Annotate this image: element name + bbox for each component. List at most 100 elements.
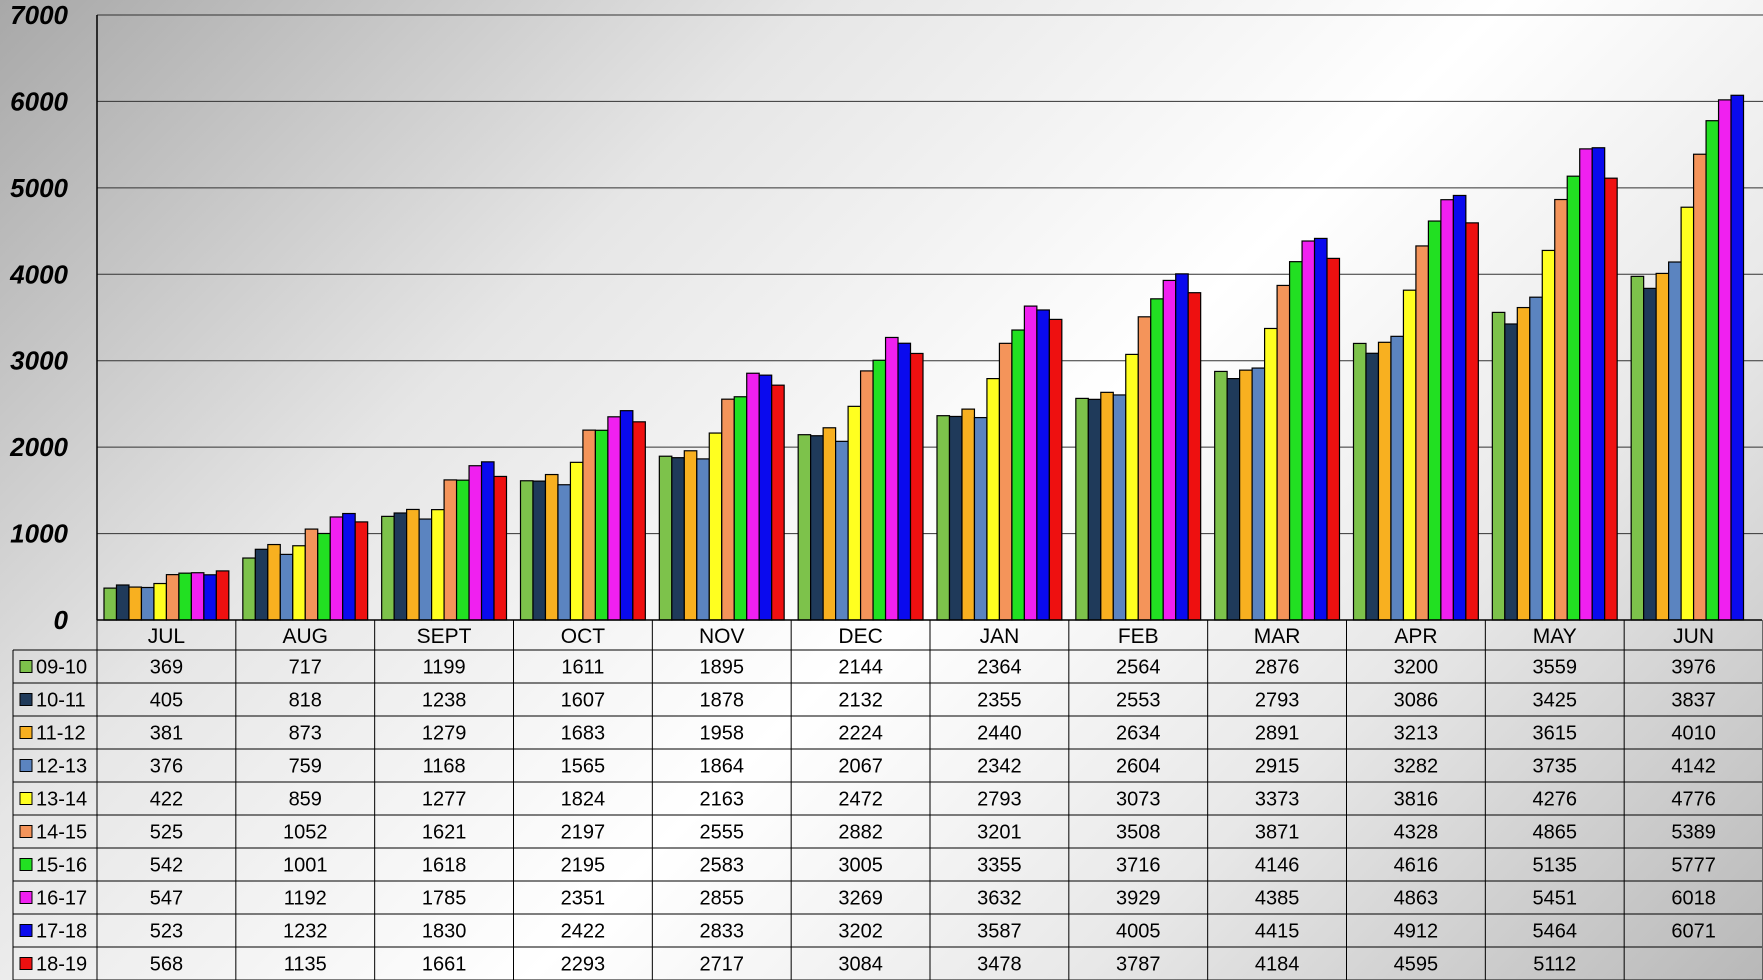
bar-16-17-JAN xyxy=(1023,305,1038,621)
table-cell-value: 3615 xyxy=(1533,723,1578,745)
table-cell-value: 523 xyxy=(150,921,183,943)
table-cell-value: 2604 xyxy=(1116,756,1161,778)
table-cell-value: 2555 xyxy=(700,822,745,844)
table-cell-value: 2793 xyxy=(977,789,1022,811)
bar-10-11-JUN xyxy=(1643,287,1657,621)
legend-swatch-16-17 xyxy=(19,891,33,904)
table-cell-value: 4184 xyxy=(1255,954,1300,976)
bar-12-13-JUN xyxy=(1668,261,1682,621)
bar-11-12-APR xyxy=(1377,341,1392,621)
bar-09-10-FEB xyxy=(1075,397,1089,621)
table-cell-value: 2876 xyxy=(1255,657,1300,679)
table-cell-value: 2355 xyxy=(977,690,1022,712)
legend-label: 09-10 xyxy=(36,657,87,679)
table-cell-value: 369 xyxy=(150,657,183,679)
table-cell-value: 818 xyxy=(289,690,322,712)
y-tick-label: 6000 xyxy=(10,86,68,116)
bar-13-14-APR xyxy=(1402,289,1417,621)
table-cell-value: 1661 xyxy=(422,954,467,976)
x-category-label: APR xyxy=(1394,625,1437,648)
bars xyxy=(103,94,1745,621)
table-cell-value: 5389 xyxy=(1671,822,1716,844)
bar-09-10-NOV xyxy=(658,455,673,621)
table-cell-value: 2833 xyxy=(700,921,745,943)
bar-13-14-OCT xyxy=(569,461,584,621)
table-cell-value: 1052 xyxy=(283,822,328,844)
table-cell-value: 4146 xyxy=(1255,855,1300,877)
table-cell-value: 3213 xyxy=(1394,723,1439,745)
table-cell-value: 3201 xyxy=(977,822,1022,844)
table-cell-value: 3282 xyxy=(1394,756,1439,778)
bar-10-11-JUL xyxy=(115,584,130,621)
bar-16-17-MAY xyxy=(1579,148,1593,621)
table-cell-value: 4328 xyxy=(1394,822,1439,844)
table-cell-value: 4142 xyxy=(1671,756,1716,778)
bar-09-10-APR xyxy=(1352,342,1367,621)
table-cell-value: 4776 xyxy=(1671,789,1716,811)
bar-17-18-SEPT xyxy=(480,461,495,621)
table-cell-value: 3073 xyxy=(1116,789,1161,811)
table-cell-value: 2634 xyxy=(1116,723,1161,745)
bar-16-17-SEPT xyxy=(468,465,483,621)
bar-17-18-MAR xyxy=(1313,237,1328,621)
bar-14-15-FEB xyxy=(1137,316,1152,621)
table-cell-value: 1607 xyxy=(561,690,606,712)
table-cell-value: 2351 xyxy=(561,888,606,910)
bar-11-12-AUG xyxy=(267,543,281,621)
bar-15-16-FEB xyxy=(1150,298,1164,621)
bar-11-12-JAN xyxy=(961,408,976,621)
table-cell-value: 568 xyxy=(150,954,183,976)
x-category-label: JAN xyxy=(980,625,1020,648)
bar-13-14-AUG xyxy=(292,545,306,621)
legend-label: 14-15 xyxy=(36,822,87,844)
table-cell-value: 4865 xyxy=(1533,822,1578,844)
bar-10-11-MAR xyxy=(1226,378,1241,621)
y-tick-label: 3000 xyxy=(10,346,68,376)
bar-11-12-OCT xyxy=(544,473,559,621)
table-cell-value: 2422 xyxy=(561,921,606,943)
bar-14-15-NOV xyxy=(721,398,735,621)
bar-12-13-SEPT xyxy=(418,518,433,621)
bar-15-16-MAY xyxy=(1566,175,1581,621)
bar-17-18-JAN xyxy=(1036,309,1050,621)
y-tick-label: 7000 xyxy=(10,0,68,30)
table-cell-value: 1864 xyxy=(700,756,745,778)
table-cell-value: 1168 xyxy=(423,756,466,778)
bar-15-16-AUG xyxy=(317,532,331,621)
legend-swatch-15-16 xyxy=(19,858,33,871)
bar-14-15-SEPT xyxy=(443,479,458,621)
bar-16-17-AUG xyxy=(329,516,344,621)
bar-15-16-JUL xyxy=(178,572,192,621)
bar-17-18-JUL xyxy=(203,574,217,621)
bar-12-13-OCT xyxy=(557,484,572,621)
table-cell-value: 2793 xyxy=(1255,690,1300,712)
table-cell-value: 3373 xyxy=(1255,789,1300,811)
table-cell-value: 2364 xyxy=(977,657,1022,679)
y-axis: 0 1000 2000 3000 4000 5000 6000 7000 xyxy=(9,0,98,635)
y-tick-label: 0 xyxy=(54,605,69,635)
legend-label: 10-11 xyxy=(36,690,86,712)
table-cell-value: 3632 xyxy=(977,888,1022,910)
bar-16-17-JUL xyxy=(190,572,205,621)
table-cell-value: 1683 xyxy=(561,723,606,745)
bar-10-11-JAN xyxy=(948,415,963,621)
bar-12-13-APR xyxy=(1390,335,1405,621)
table-cell-value: 3508 xyxy=(1116,822,1161,844)
table-cell-value: 3200 xyxy=(1394,657,1439,679)
table-cell-value: 2293 xyxy=(561,954,606,976)
bar-17-18-NOV xyxy=(758,374,773,621)
bar-11-12-MAY xyxy=(1516,306,1531,621)
bar-11-12-DEC xyxy=(822,427,837,621)
bar-09-10-JAN xyxy=(936,415,951,621)
table-cell-value: 542 xyxy=(150,855,183,877)
table-cell-value: 6018 xyxy=(1671,888,1716,910)
legend-label: 16-17 xyxy=(36,888,87,910)
bar-11-12-JUL xyxy=(128,586,143,621)
bar-14-15-JAN xyxy=(998,342,1013,621)
table-cell-value: 422 xyxy=(150,789,183,811)
bar-11-12-SEPT xyxy=(406,508,420,621)
legend-label: 18-19 xyxy=(36,954,87,976)
bar-18-19-JUL xyxy=(215,570,230,621)
table-cell-value: 4276 xyxy=(1533,789,1578,811)
bar-18-19-OCT xyxy=(632,421,646,621)
